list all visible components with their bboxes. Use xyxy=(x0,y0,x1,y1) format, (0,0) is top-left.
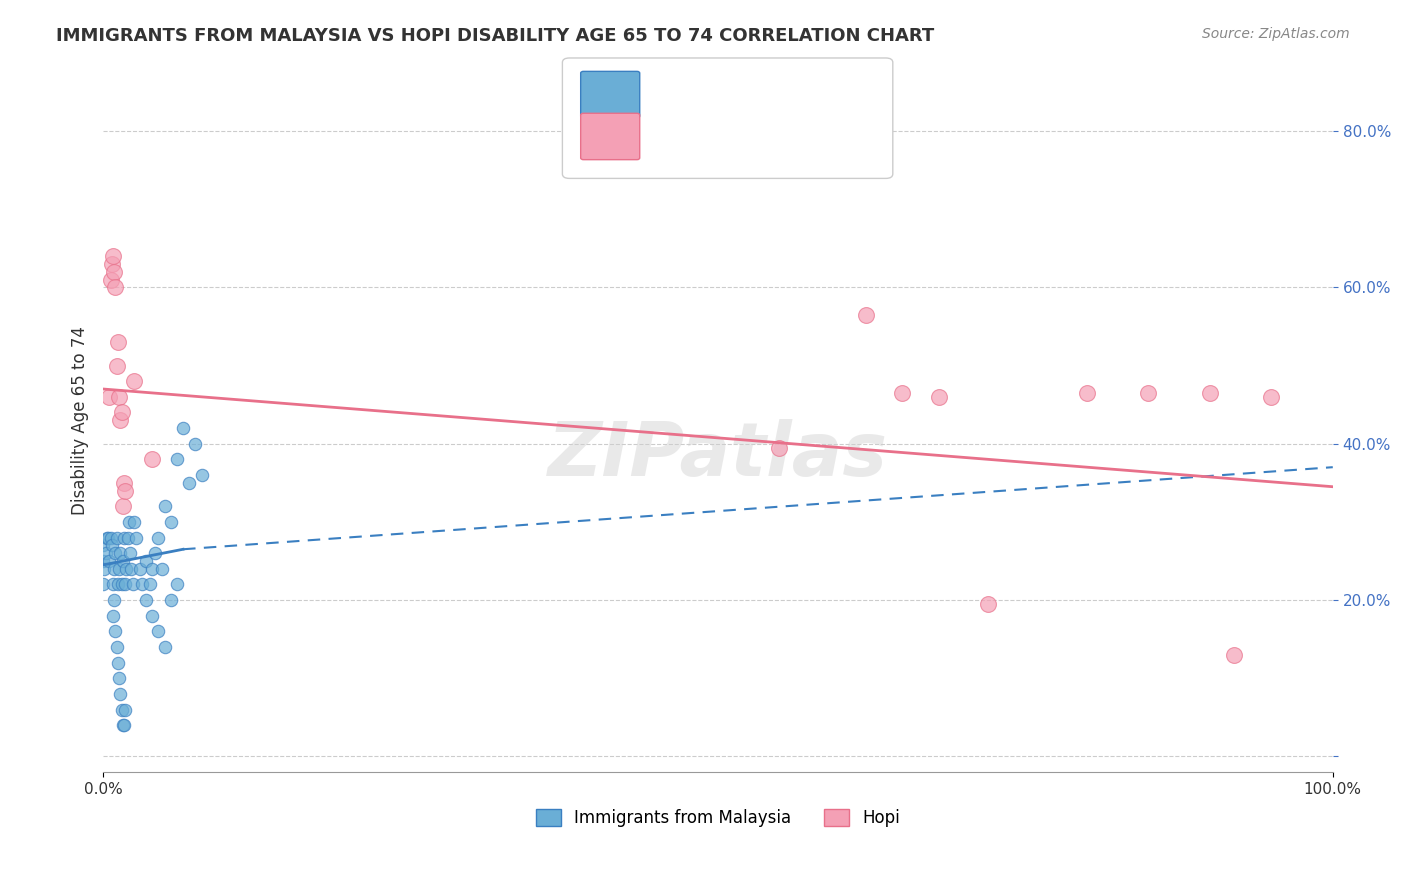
Point xyxy=(122,515,145,529)
Point xyxy=(110,687,132,701)
Point xyxy=(159,593,181,607)
Point xyxy=(114,702,136,716)
Point xyxy=(166,577,188,591)
Point xyxy=(141,452,163,467)
Point xyxy=(141,608,163,623)
Point xyxy=(122,374,145,388)
Point xyxy=(105,640,128,654)
Point xyxy=(1223,648,1246,662)
Point xyxy=(141,562,163,576)
Point xyxy=(166,452,188,467)
Point xyxy=(150,562,173,576)
Point xyxy=(172,421,194,435)
Point xyxy=(131,577,153,591)
Point xyxy=(107,335,129,350)
Point xyxy=(104,546,127,560)
Point xyxy=(148,624,170,639)
Point xyxy=(184,436,207,450)
Point xyxy=(125,531,148,545)
Point xyxy=(108,562,131,576)
Point xyxy=(100,272,122,286)
Point xyxy=(112,475,135,490)
Point xyxy=(105,531,128,545)
Point xyxy=(110,546,132,560)
Point xyxy=(107,656,129,670)
Y-axis label: Disability Age 65 to 74: Disability Age 65 to 74 xyxy=(72,326,89,515)
Point xyxy=(97,531,120,545)
Point xyxy=(114,483,136,498)
Point xyxy=(101,577,124,591)
Point xyxy=(100,531,122,545)
Point xyxy=(1198,385,1220,400)
Point xyxy=(135,554,157,568)
Point xyxy=(91,554,114,568)
Point xyxy=(98,390,121,404)
Point xyxy=(928,390,950,404)
Point xyxy=(105,359,128,373)
Point xyxy=(91,577,114,591)
Point xyxy=(108,390,131,404)
Point xyxy=(1260,390,1282,404)
Point xyxy=(103,265,125,279)
Point xyxy=(96,531,118,545)
Text: Source: ZipAtlas.com: Source: ZipAtlas.com xyxy=(1202,27,1350,41)
Point xyxy=(110,702,132,716)
Point xyxy=(101,608,124,623)
Point xyxy=(120,562,142,576)
Point xyxy=(100,257,122,271)
Point xyxy=(91,538,114,552)
Point xyxy=(179,475,201,490)
Point xyxy=(111,500,134,514)
Point xyxy=(855,308,877,322)
Point xyxy=(110,405,132,419)
Point xyxy=(159,515,181,529)
Point xyxy=(121,577,143,591)
Point xyxy=(103,562,125,576)
Point xyxy=(1137,385,1160,400)
Text: IMMIGRANTS FROM MALAYSIA VS HOPI DISABILITY AGE 65 TO 74 CORRELATION CHART: IMMIGRANTS FROM MALAYSIA VS HOPI DISABIL… xyxy=(56,27,935,45)
Point xyxy=(108,671,131,685)
Point xyxy=(135,593,157,607)
Text: R = -0.284   N =  26: R = -0.284 N = 26 xyxy=(651,120,806,135)
Point xyxy=(148,531,170,545)
Point xyxy=(768,441,790,455)
Point xyxy=(107,577,129,591)
Point xyxy=(114,577,136,591)
Point xyxy=(104,280,127,294)
Point xyxy=(139,577,162,591)
Point xyxy=(101,249,124,263)
Point xyxy=(98,554,121,568)
Point xyxy=(143,546,166,560)
Point xyxy=(110,413,132,427)
Point xyxy=(153,500,176,514)
Point xyxy=(112,718,135,732)
Point xyxy=(112,531,135,545)
Point xyxy=(110,577,132,591)
Point xyxy=(94,546,117,560)
Point xyxy=(104,624,127,639)
Point xyxy=(93,562,115,576)
Point xyxy=(103,593,125,607)
Text: R =  0.045   N =  61: R = 0.045 N = 61 xyxy=(651,79,806,94)
Point xyxy=(153,640,176,654)
Point xyxy=(117,531,139,545)
Point xyxy=(118,515,141,529)
Legend: Immigrants from Malaysia, Hopi: Immigrants from Malaysia, Hopi xyxy=(529,803,907,834)
Point xyxy=(120,546,142,560)
Point xyxy=(111,554,134,568)
Point xyxy=(1076,385,1098,400)
Point xyxy=(115,562,138,576)
Point xyxy=(977,597,1000,611)
Point xyxy=(111,718,134,732)
Point xyxy=(190,468,212,483)
Point xyxy=(100,538,122,552)
Point xyxy=(129,562,152,576)
Point xyxy=(891,385,914,400)
Text: ZIPatlas: ZIPatlas xyxy=(548,419,889,492)
